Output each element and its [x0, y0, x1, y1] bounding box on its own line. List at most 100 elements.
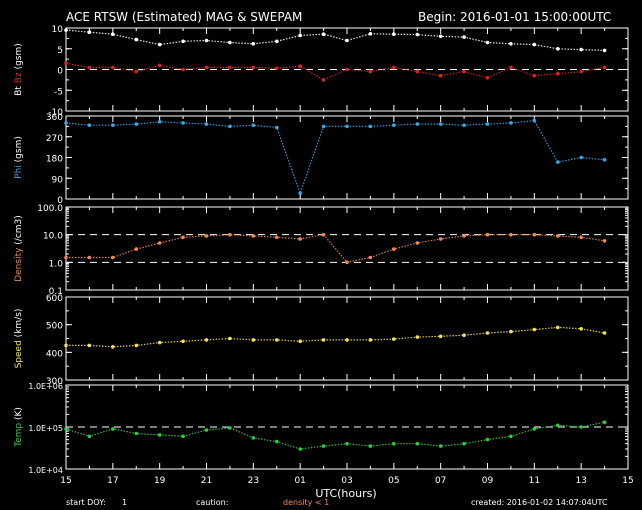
data-point	[111, 255, 115, 260]
data-point	[345, 338, 349, 342]
y-tick-label: 10	[52, 25, 64, 35]
series-trace	[65, 421, 605, 450]
data-point	[275, 338, 279, 342]
data-point	[181, 39, 185, 44]
data-point	[485, 122, 490, 126]
data-point	[251, 65, 256, 70]
data-point	[64, 121, 68, 125]
data-point	[251, 42, 256, 46]
data-point	[368, 255, 373, 260]
data-point	[157, 63, 162, 68]
data-point	[532, 327, 537, 332]
y-axis-label-part: (/cm3)	[14, 215, 24, 247]
x-tick-label: 23	[248, 476, 259, 486]
data-point	[298, 191, 303, 195]
x-tick-label: 13	[575, 476, 586, 486]
caution-text: density < 1	[283, 498, 329, 507]
data-point	[462, 35, 466, 39]
data-point	[204, 122, 209, 126]
series-trace	[66, 326, 605, 348]
y-axis-label-part: Phi	[14, 165, 24, 179]
data-point	[204, 338, 209, 342]
data-point	[204, 428, 209, 432]
data-point	[251, 234, 256, 238]
y-tick-label: 360	[46, 113, 63, 123]
data-point	[251, 123, 256, 127]
data-point	[275, 39, 279, 44]
data-point	[602, 48, 607, 53]
data-point	[462, 333, 466, 338]
data-point	[345, 260, 349, 265]
x-axis-label: UTC(hours)	[315, 487, 376, 500]
x-tick-label: 15	[60, 476, 71, 486]
data-point	[87, 343, 92, 348]
y-tick-label: 5	[57, 46, 63, 56]
y-axis-label-part: (gsm)	[14, 43, 24, 72]
data-point	[462, 123, 466, 127]
data-point	[532, 232, 537, 237]
y-tick-label: 1.0E+05	[28, 424, 63, 433]
series-bt	[64, 28, 607, 53]
y-tick-label: 0	[57, 196, 63, 206]
data-point	[275, 125, 279, 130]
x-tick-labels: 15 17 19 21 23 01 03 05 07 09 11 13 15	[60, 476, 633, 486]
data-point	[556, 325, 560, 330]
data-point	[134, 122, 139, 126]
data-point	[204, 234, 209, 238]
series-trace	[65, 62, 605, 81]
data-point	[134, 37, 139, 42]
y-axis-label: Density (/cm3)	[14, 215, 24, 282]
y-tick-label: 100.0	[37, 204, 63, 214]
data-point	[509, 434, 513, 439]
data-point	[485, 40, 490, 45]
data-point	[228, 40, 232, 45]
data-point	[228, 65, 232, 70]
data-point	[602, 239, 607, 243]
y-axis-label: Bt Bz (gsm)	[14, 43, 24, 96]
data-point	[228, 124, 232, 129]
y-axis-label-part: Speed	[14, 340, 24, 368]
data-point	[556, 160, 560, 164]
data-point	[87, 255, 92, 260]
data-point	[111, 32, 115, 36]
data-point	[485, 331, 490, 335]
y-axis-label-part: (gsm)	[14, 136, 24, 165]
data-point	[602, 420, 607, 425]
start-doy-value: 1	[122, 498, 127, 507]
data-point	[392, 337, 396, 341]
data-point	[64, 255, 68, 260]
data-point	[509, 42, 513, 46]
data-point	[345, 124, 349, 129]
data-point	[509, 232, 513, 237]
data-point	[532, 427, 537, 431]
y-tick-label: 500	[46, 322, 63, 332]
data-point	[298, 64, 303, 68]
created-time: created: 2016-01-02 14:07:04UTC	[471, 498, 608, 507]
y-axis-label-part: Temp	[14, 423, 24, 448]
data-point	[134, 343, 139, 348]
data-point	[579, 235, 583, 240]
data-point	[251, 436, 256, 440]
data-point	[298, 447, 303, 451]
data-point	[134, 431, 139, 436]
x-tick-label: 19	[154, 476, 166, 486]
series-trace	[65, 29, 605, 51]
data-point	[579, 327, 583, 331]
y-tick-label: 1.0E+04	[28, 466, 63, 475]
data-point	[485, 232, 490, 237]
data-point	[111, 123, 115, 127]
data-point	[64, 61, 68, 66]
data-point	[345, 38, 349, 43]
data-point	[64, 427, 68, 431]
x-tick-label: 11	[529, 476, 540, 486]
data-point	[321, 444, 326, 448]
data-point	[87, 434, 92, 439]
data-point	[579, 47, 583, 52]
start-doy-label: start DOY:	[66, 498, 106, 507]
data-point	[111, 345, 115, 349]
x-tick-label: 05	[388, 476, 399, 486]
data-point	[438, 122, 443, 126]
y-tick-label: 600	[46, 294, 63, 304]
data-point	[157, 241, 162, 245]
